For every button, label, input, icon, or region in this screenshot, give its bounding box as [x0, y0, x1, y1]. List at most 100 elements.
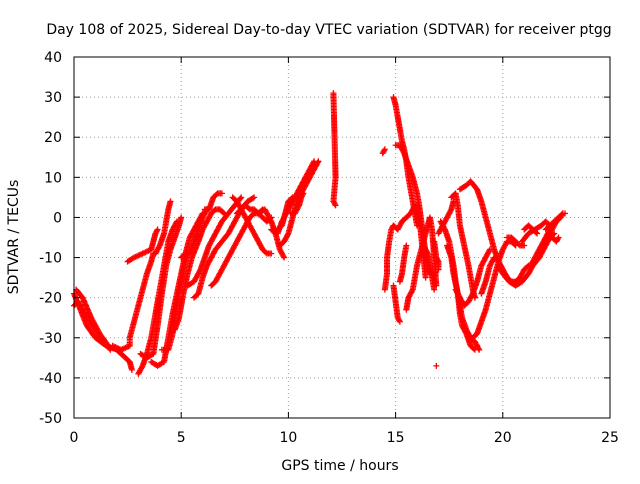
x-tick-label: 25: [601, 430, 619, 446]
data-series-arc: [124, 226, 161, 265]
data-point: [299, 191, 306, 198]
data-point: [300, 190, 307, 197]
data-series-arc: [452, 246, 493, 309]
data-point: [486, 246, 493, 253]
data-point: [447, 207, 454, 214]
data-series-arc: [330, 90, 339, 209]
plot-frame: [73, 56, 611, 419]
data-series-arc: [171, 206, 228, 333]
y-tick-label: -20: [39, 291, 62, 307]
data-point: [555, 234, 562, 241]
data-point: [486, 247, 493, 254]
data-point: [332, 202, 339, 209]
x-tick-label: 20: [494, 430, 512, 446]
data-series-arc: [435, 198, 457, 237]
data-point: [281, 254, 288, 261]
data-series-arc: [137, 214, 185, 361]
data-series-arc: [152, 198, 174, 257]
data-point: [554, 235, 561, 242]
data-point: [196, 267, 203, 274]
data-point: [238, 194, 245, 201]
data-point: [237, 195, 244, 202]
data-point: [218, 190, 225, 197]
data-layer: [71, 90, 568, 377]
data-point: [156, 243, 163, 250]
data-series-arc: [431, 238, 442, 273]
y-tick-label: -50: [39, 411, 62, 427]
ticks: 0 5 10 15 20 25 -50 -40 -30 -20 -10 0 10 20 30 40: [39, 50, 619, 446]
data-point: [138, 364, 145, 371]
data-point: [558, 211, 565, 218]
y-tick-label: -30: [39, 331, 62, 347]
data-point: [400, 148, 407, 155]
y-axis-label: SDTVAR / TECUs: [6, 180, 22, 295]
data-series-arc: [521, 222, 541, 237]
data-point: [104, 341, 111, 348]
data-series-arc: [276, 158, 322, 249]
data-series-arc: [469, 238, 519, 341]
y-tick-label: -10: [39, 251, 62, 267]
y-tick-label: 20: [44, 130, 62, 146]
data-series-arc: [379, 146, 388, 157]
data-point: [249, 195, 256, 202]
data-point: [220, 209, 227, 216]
data-point: [396, 317, 403, 324]
data-point: [551, 230, 558, 237]
data-point: [424, 249, 431, 256]
data-point: [154, 226, 161, 233]
x-tick-label: 10: [279, 430, 297, 446]
data-point: [315, 158, 322, 165]
data-series-arc: [390, 282, 403, 325]
data-point: [267, 217, 274, 224]
data-point: [331, 201, 338, 208]
y-tick-label: 0: [53, 210, 62, 226]
data-point: [422, 274, 429, 281]
data-point: [107, 346, 114, 353]
data-point: [561, 210, 568, 217]
chart-title: Day 108 of 2025, Sidereal Day-to-day VTE…: [46, 22, 611, 38]
data-series-arc: [549, 234, 562, 245]
data-point: [534, 230, 541, 237]
data-point: [396, 318, 403, 325]
data-point: [435, 266, 442, 273]
data-point: [288, 195, 295, 202]
data-series-arc: [287, 190, 307, 217]
y-tick-label: 30: [44, 90, 62, 106]
y-tick-label: 10: [44, 170, 62, 186]
data-series-arc: [191, 194, 258, 301]
data-point: [381, 146, 388, 153]
data-point: [521, 242, 528, 249]
data-point: [314, 159, 321, 166]
data-series-arc: [229, 194, 275, 257]
data-series-arc: [73, 286, 112, 349]
x-tick-label: 5: [177, 430, 186, 446]
data-point: [462, 329, 469, 336]
data-point: [469, 291, 476, 298]
data-point: [153, 227, 160, 234]
data-point: [284, 231, 291, 238]
data-point: [268, 250, 275, 257]
data-point: [128, 366, 135, 373]
data-point: [289, 194, 296, 201]
x-tick-label: 15: [387, 430, 405, 446]
data-series-arc: [381, 202, 418, 293]
data-point: [381, 147, 388, 154]
data-series-arc: [201, 190, 225, 213]
data-point: [533, 229, 540, 236]
data-series-arc: [542, 210, 568, 233]
data-series-arc: [233, 202, 275, 225]
data-series-arc: [396, 242, 410, 285]
y-tick-label: 40: [44, 50, 62, 66]
data-point: [409, 287, 416, 294]
data-point: [106, 345, 113, 352]
data-point: [431, 286, 438, 293]
data-point: [434, 257, 441, 264]
data-series-arc: [504, 234, 528, 249]
data-series-arc: [109, 250, 157, 353]
data-point: [433, 362, 440, 369]
data-series-arc: [71, 290, 135, 373]
x-axis-label: GPS time / hours: [281, 458, 398, 474]
